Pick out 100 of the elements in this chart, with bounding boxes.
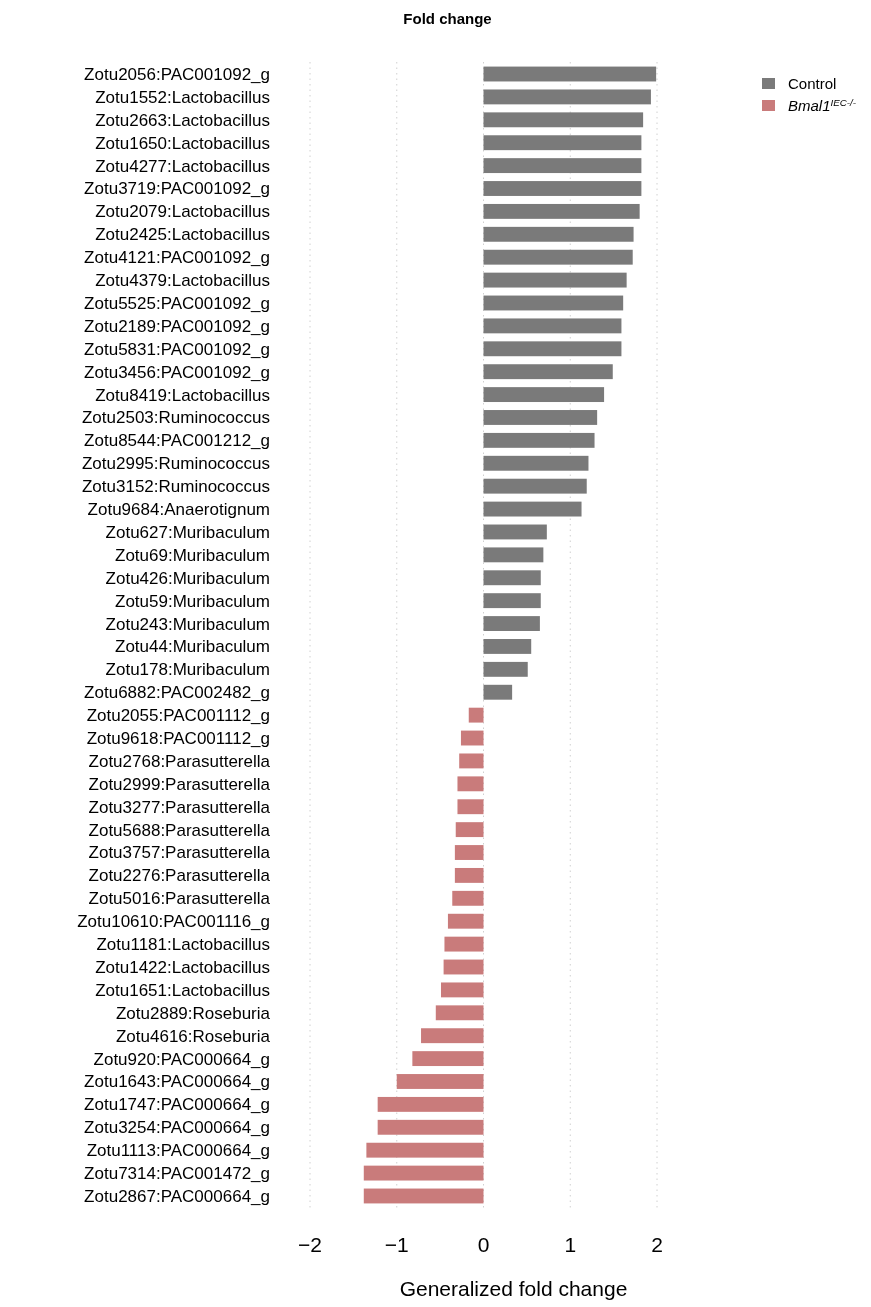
bar (454, 845, 484, 860)
y-tick-label: Zotu2995:Ruminococcus (81, 454, 270, 474)
bar (483, 524, 547, 540)
bar (483, 639, 532, 654)
bar (483, 341, 622, 357)
bar (483, 364, 613, 380)
x-axis-title: Generalized fold change (399, 1277, 628, 1300)
legend-label: Bmal1$^{IEC-/-}$ (788, 96, 857, 115)
y-tick-label: Zotu2889:Roseburia (115, 1003, 271, 1023)
y-tick-label: Zotu44:Muribaculum (115, 637, 270, 657)
y-tick-label: Zotu4379:Lactobacillus (95, 271, 270, 291)
y-tick-label: Zotu4277:Lactobacillus (95, 156, 270, 176)
bar (483, 203, 640, 219)
bar (483, 593, 541, 609)
bar (483, 249, 633, 265)
bar (483, 547, 544, 563)
bar (457, 776, 484, 792)
y-tick-label: Zotu1747:PAC000664_g (84, 1095, 270, 1115)
bar (483, 295, 624, 311)
bar (483, 410, 598, 425)
y-tick-label: Zotu2768:Parasutterella (88, 751, 271, 771)
bar (483, 272, 627, 288)
bar (454, 867, 484, 883)
bar (457, 799, 484, 815)
y-tick-label: Zotu426:Muribaculum (105, 568, 270, 588)
y-tick-label: Zotu4616:Roseburia (115, 1026, 271, 1046)
bar (483, 455, 589, 471)
y-tick-label: Zotu3719:PAC001092_g (84, 179, 270, 199)
bar (483, 158, 642, 174)
y-tick-label: Zotu1650:Lactobacillus (95, 133, 270, 153)
y-tick-label: Zotu59:Muribaculum (115, 591, 270, 611)
bar (377, 1119, 484, 1135)
bar (483, 570, 541, 586)
bar (396, 1074, 484, 1089)
bar (366, 1142, 484, 1158)
y-tick-label: Zotu4121:PAC001092_g (84, 248, 270, 268)
y-tick-label: Zotu8544:PAC001212_g (84, 431, 270, 451)
bar (468, 707, 484, 723)
bar (483, 661, 528, 677)
y-tick-label: Zotu3757:Parasutterella (88, 843, 271, 863)
bar (483, 226, 634, 242)
bar (443, 959, 484, 975)
bar (440, 982, 484, 998)
y-tick-label: Zotu10610:PAC001116_g (77, 912, 270, 932)
chart-title: Fold change (403, 10, 492, 27)
bar (483, 66, 657, 82)
y-tick-label: Zotu3152:Ruminococcus (81, 477, 270, 497)
y-tick-label: Zotu2999:Parasutterella (88, 774, 271, 794)
bar (363, 1188, 484, 1204)
bar (483, 112, 644, 128)
y-tick-label: Zotu2079:Lactobacillus (95, 202, 270, 222)
y-tick-label: Zotu243:Muribaculum (105, 614, 270, 634)
y-tick-label: Zotu1651:Lactobacillus (95, 980, 270, 1000)
bar (455, 822, 484, 838)
bar (377, 1096, 484, 1112)
y-tick-label: Zotu9684:Anaerotignum (87, 500, 270, 520)
bar (483, 432, 595, 448)
bar (459, 753, 484, 769)
y-tick-label: Zotu2425:Lactobacillus (95, 225, 270, 245)
y-tick-label: Zotu1552:Lactobacillus (95, 87, 270, 107)
y-tick-label: Zotu920:PAC000664_g (93, 1049, 270, 1069)
y-tick-label: Zotu5688:Parasutterella (88, 820, 271, 840)
bar (447, 913, 484, 929)
y-tick-label: Zotu627:Muribaculum (105, 522, 270, 542)
y-tick-label: Zotu69:Muribaculum (115, 545, 270, 565)
bar (483, 135, 642, 151)
y-tick-label: Zotu1643:PAC000664_g (84, 1072, 270, 1092)
bar (483, 387, 605, 403)
bar (483, 478, 587, 494)
y-tick-label: Zotu2276:Parasutterella (88, 866, 271, 886)
y-tick-label: Zotu1113:PAC000664_g (86, 1141, 270, 1161)
y-tick-label: Zotu3277:Parasutterella (88, 797, 271, 817)
bar (412, 1051, 484, 1067)
y-tick-label: Zotu1181:Lactobacillus (96, 935, 270, 955)
y-tick-label: Zotu1422:Lactobacillus (95, 957, 270, 977)
bar (483, 616, 540, 631)
x-tick-label: −2 (298, 1233, 322, 1256)
y-tick-label: Zotu5016:Parasutterella (88, 889, 271, 909)
y-tick-label: Zotu2663:Lactobacillus (95, 110, 270, 130)
y-tick-label: Zotu8419:Lactobacillus (95, 385, 270, 405)
bar (483, 501, 582, 517)
bar (421, 1028, 484, 1044)
y-tick-label: Zotu3456:PAC001092_g (84, 362, 270, 382)
bar (363, 1165, 484, 1181)
bar (483, 181, 642, 196)
y-tick-label: Zotu178:Muribaculum (105, 660, 270, 680)
bar (444, 936, 484, 952)
y-tick-label: Zotu5525:PAC001092_g (84, 293, 270, 313)
y-tick-label: Zotu9618:PAC001112_g (86, 728, 270, 748)
y-tick-label: Zotu2189:PAC001092_g (84, 316, 270, 336)
bar (483, 89, 651, 105)
bar (435, 1005, 484, 1021)
y-tick-label: Zotu6882:PAC002482_g (84, 683, 270, 703)
y-tick-label: Zotu7314:PAC001472_g (84, 1164, 270, 1184)
x-tick-label: 0 (477, 1233, 490, 1256)
x-tick-label: −1 (384, 1233, 409, 1256)
y-tick-label: Zotu2503:Ruminococcus (81, 408, 270, 428)
bar (452, 890, 484, 906)
y-tick-label: Zotu5831:PAC001092_g (84, 339, 270, 359)
legend-label: Control (788, 75, 837, 93)
